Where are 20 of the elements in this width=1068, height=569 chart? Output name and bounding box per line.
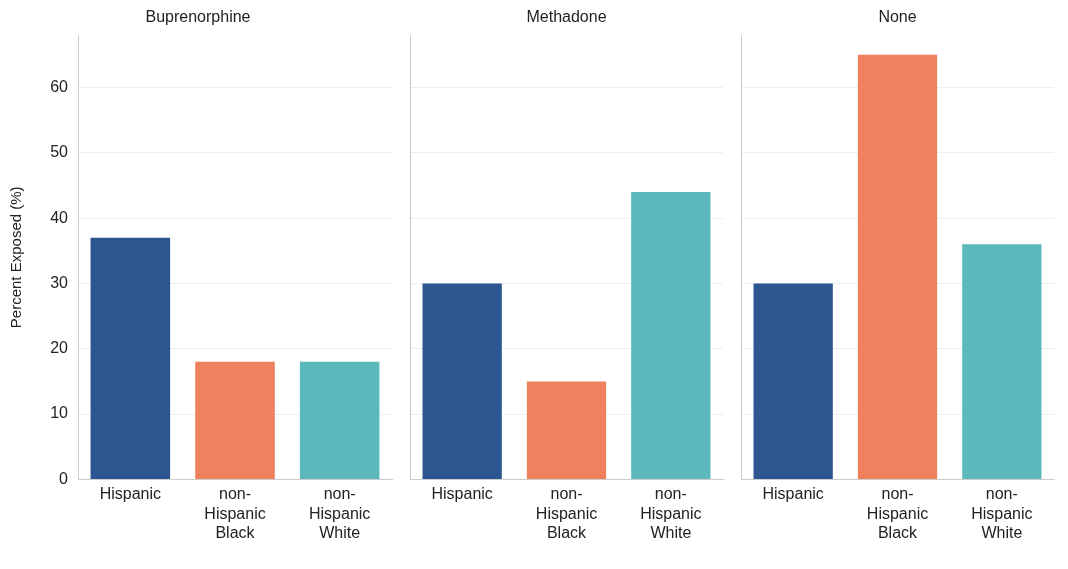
y-tick-label: 10 <box>50 404 69 422</box>
x-tick-label: Hispanic <box>431 485 493 503</box>
y-tick-label: 30 <box>50 273 69 291</box>
y-tick-label: 60 <box>50 77 69 95</box>
y-tick-label: 20 <box>50 339 69 357</box>
x-tick-label: non-Hispanic White <box>308 485 371 541</box>
x-tick-label: non-Hispanic White <box>640 485 702 541</box>
y-tick-label: 0 <box>59 469 69 487</box>
x-tick-label: non-Hispanic Black <box>204 485 266 541</box>
y-tick-label: 50 <box>50 143 69 161</box>
y-tick-label: 40 <box>50 208 69 226</box>
x-tick-label: non-Hispanic Black <box>866 485 929 541</box>
chart-title: None <box>878 8 917 26</box>
chart-title: Buprenorphine <box>145 8 251 26</box>
x-tick-label: non-Hispanic White <box>971 485 1033 541</box>
chart-title: Methadone <box>526 8 607 26</box>
x-tick-label: Hispanic <box>762 485 824 503</box>
y-axis-title: Percent Exposed (%) <box>7 186 25 329</box>
x-tick-label: Hispanic <box>99 485 162 503</box>
x-tick-label: non-Hispanic Black <box>535 485 598 541</box>
